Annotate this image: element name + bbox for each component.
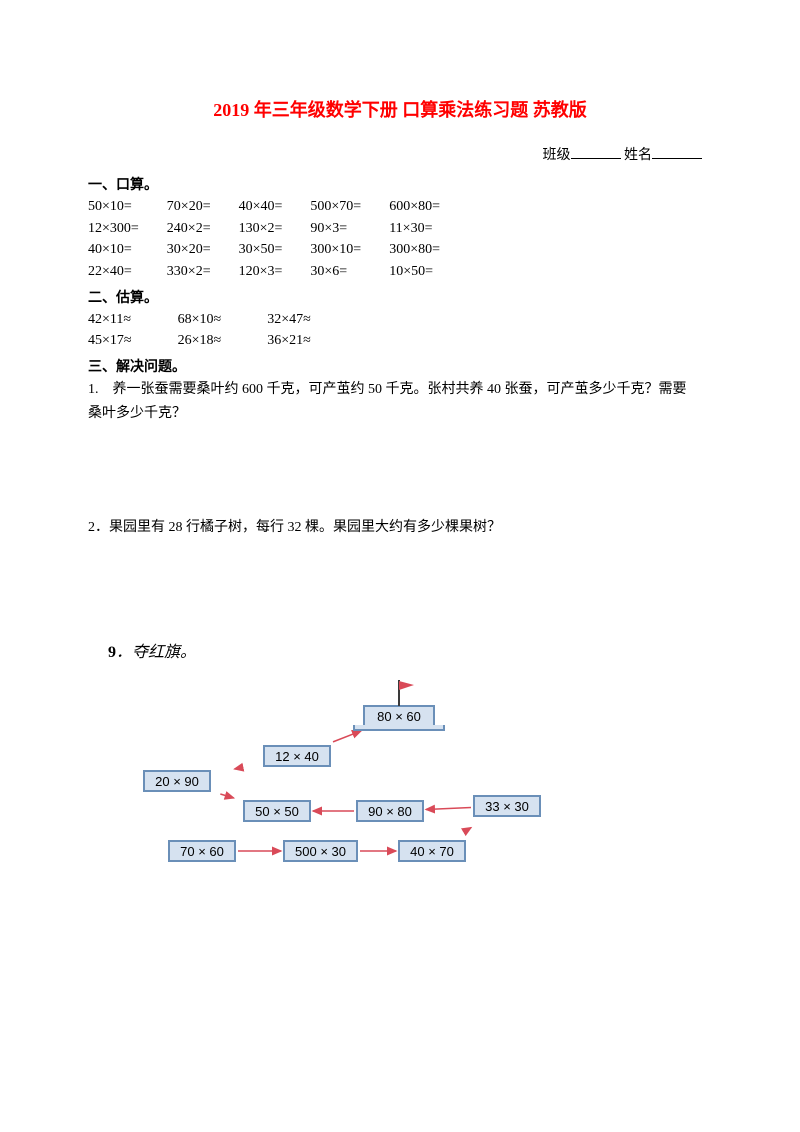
- est-cell: 26×18≈: [178, 330, 268, 352]
- calc-cell: 50×10=: [88, 196, 167, 218]
- calc-cell: 500×70=: [310, 196, 389, 218]
- calc-cell: 300×10=: [310, 239, 389, 261]
- calc-cell: 120×3=: [239, 261, 311, 283]
- diagram-area: 80 × 6012 × 4020 × 9050 × 5090 × 8033 × …: [98, 670, 618, 870]
- calc-cell: 330×2=: [167, 261, 239, 283]
- name-label: 姓名: [624, 148, 652, 163]
- est-cell: 36×21≈: [267, 330, 357, 352]
- section1-heading: 一、口算。: [88, 174, 712, 194]
- calc-cell: 70×20=: [167, 196, 239, 218]
- page-title: 2019 年三年级数学下册 口算乘法练习题 苏教版: [88, 96, 712, 122]
- diagram-title: 9．夺红旗。: [108, 638, 618, 662]
- est-cell: 32×47≈: [267, 309, 357, 331]
- calc-cell: 11×30=: [389, 218, 468, 240]
- table-row: 50×10=70×20=40×40=500×70=600×80=: [88, 196, 468, 218]
- calc-cell: 10×50=: [389, 261, 468, 283]
- section2-heading: 二、估算。: [88, 287, 712, 307]
- table-row: 45×17≈26×18≈36×21≈: [88, 330, 357, 352]
- section3-heading: 三、解决问题。: [88, 356, 712, 376]
- calc-cell: 130×2=: [239, 218, 311, 240]
- diagram-num: 9: [108, 644, 116, 661]
- flow-node: 40 × 70: [398, 840, 466, 862]
- est-cell: 45×17≈: [88, 330, 178, 352]
- est-cell: 42×11≈: [88, 309, 178, 331]
- calc-cell: 30×6=: [310, 261, 389, 283]
- table-row: 12×300=240×2=130×2=90×3=11×30=: [88, 218, 468, 240]
- flag-icon: [396, 678, 418, 713]
- flow-node: 33 × 30: [473, 795, 541, 817]
- calc-cell: 30×20=: [167, 239, 239, 261]
- diagram-text: ．夺红旗。: [116, 644, 196, 661]
- table-row: 22×40=330×2=120×3=30×6=10×50=: [88, 261, 468, 283]
- flow-edge: [220, 794, 233, 798]
- calc-cell: 90×3=: [310, 218, 389, 240]
- class-name-line: 班级 姓名: [88, 144, 712, 164]
- flow-node: 12 × 40: [263, 745, 331, 767]
- flow-node: 50 × 50: [243, 800, 311, 822]
- pedestal: [353, 725, 445, 731]
- calc-cell: 30×50=: [239, 239, 311, 261]
- calc-table: 50×10=70×20=40×40=500×70=600×80=12×300=2…: [88, 196, 468, 283]
- calc-cell: 40×40=: [239, 196, 311, 218]
- calc-cell: 300×80=: [389, 239, 468, 261]
- calc-cell: 22×40=: [88, 261, 167, 283]
- diagram-wrap: 9．夺红旗。 80 × 6012 × 4020 × 9050 × 5090 × …: [98, 638, 618, 870]
- calc-cell: 40×10=: [88, 239, 167, 261]
- table-row: 40×10=30×20=30×50=300×10=300×80=: [88, 239, 468, 261]
- calc-cell: 240×2=: [167, 218, 239, 240]
- est-table: 42×11≈68×10≈32×47≈45×17≈26×18≈36×21≈: [88, 309, 357, 352]
- calc-cell: 12×300=: [88, 218, 167, 240]
- name-blank: [652, 145, 702, 159]
- flow-node: 500 × 30: [283, 840, 358, 862]
- flow-node: 70 × 60: [168, 840, 236, 862]
- class-blank: [571, 145, 621, 159]
- calc-cell: 600×80=: [389, 196, 468, 218]
- flow-edge: [426, 808, 471, 810]
- table-row: 42×11≈68×10≈32×47≈: [88, 309, 357, 331]
- flow-edge: [468, 828, 471, 830]
- class-label: 班级: [543, 148, 571, 163]
- flow-edge: [235, 768, 240, 769]
- flow-edge: [333, 731, 361, 742]
- problem-2: 2．果园里有 28 行橘子树，每行 32 棵。果园里大约有多少棵果树？: [88, 517, 712, 538]
- problem-1-line2: 桑叶多少千克？: [88, 403, 712, 424]
- est-cell: 68×10≈: [178, 309, 268, 331]
- problem-1-line1: 1. 养一张蚕需要桑叶约 600 千克，可产茧约 50 千克。张村共养 40 张…: [88, 379, 712, 400]
- flow-node: 90 × 80: [356, 800, 424, 822]
- flow-node: 20 × 90: [143, 770, 211, 792]
